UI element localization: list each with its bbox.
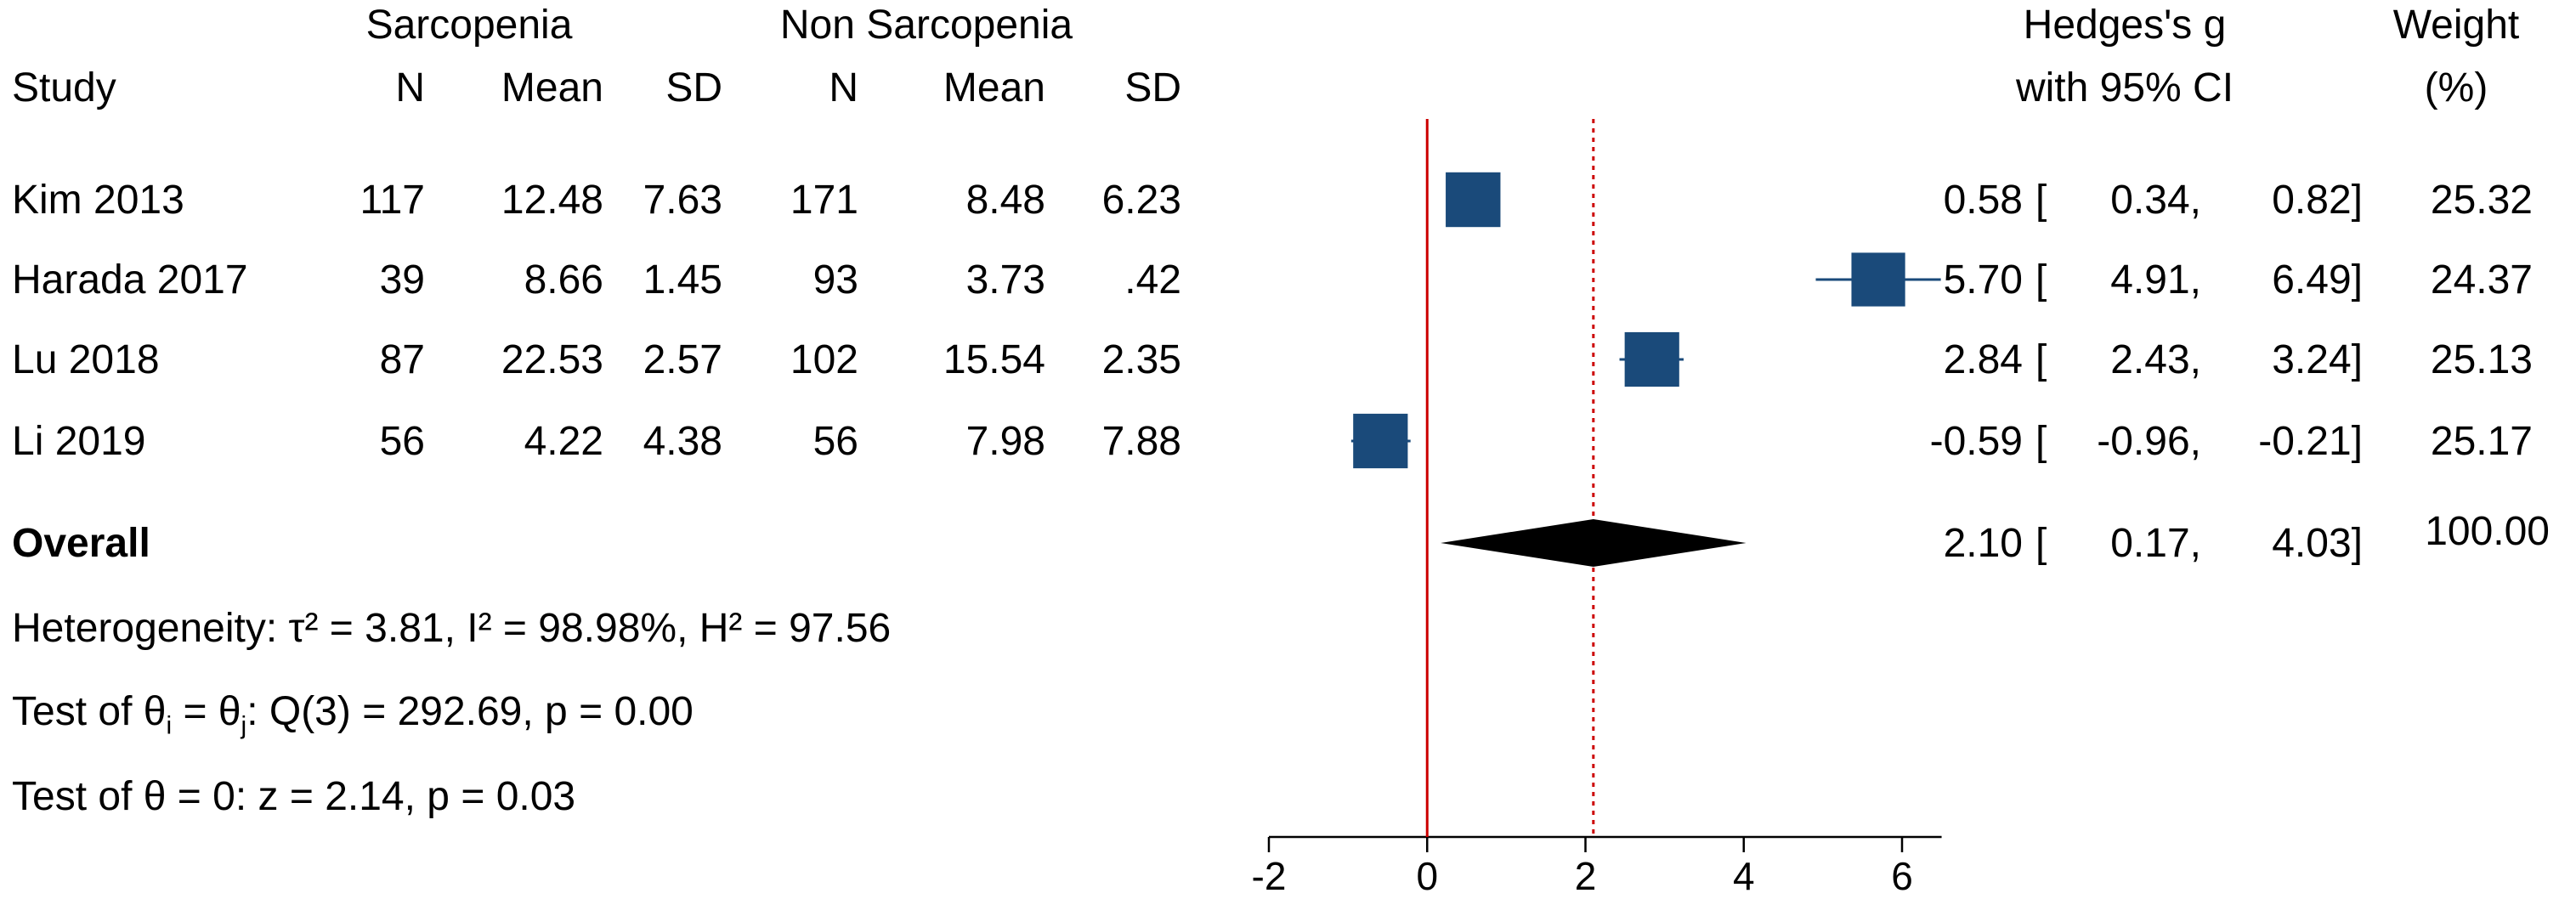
effect-header-line2: with 95% CI: [2015, 65, 2234, 110]
sd2-value: 2.35: [1101, 337, 1181, 382]
mean2-value: 7.98: [965, 419, 1045, 464]
test-ij-sub-j: j: [241, 711, 247, 740]
test-zero-stat: Test of θ = 0: z = 2.14, p = 0.03: [12, 774, 576, 819]
ci-bracket: [: [2035, 419, 2047, 464]
effect-estimate: 2.84: [1943, 337, 2023, 382]
x-tick-label: 6: [1891, 854, 1913, 898]
study-name: Harada 2017: [12, 257, 248, 302]
sd1-value: 2.57: [643, 337, 722, 382]
mean2-value: 15.54: [943, 337, 1045, 382]
study-name: Li 2019: [12, 419, 146, 464]
effect-estimate: 5.70: [1943, 257, 2023, 302]
test-ij-prefix: Test of θ: [12, 689, 167, 734]
x-tick-label: -2: [1252, 854, 1287, 898]
ci-lower: 2.43,: [2110, 337, 2201, 382]
mean1-value: 8.66: [524, 257, 603, 302]
sd1-value: 4.38: [643, 419, 722, 464]
test-ij-sub-i: i: [166, 711, 173, 740]
test-ij-suffix: : Q(3) = 292.69, p = 0.00: [246, 689, 694, 734]
weight-value: 25.32: [2430, 178, 2533, 223]
group2-header: Non Sarcopenia: [779, 3, 1073, 48]
sd1-header: SD: [665, 65, 722, 110]
study-markers: [1350, 172, 1941, 567]
overall-label: Overall: [12, 521, 150, 566]
weight-header-line1: Weight: [2392, 3, 2520, 48]
x-tick-labels: -2 0 2 4 6: [1252, 854, 1913, 898]
ci-bracket: [: [2035, 178, 2047, 223]
n1-header: N: [395, 65, 425, 110]
overall-estimate: 2.10: [1943, 521, 2023, 566]
n1-value: 56: [379, 419, 425, 464]
n2-value: 93: [812, 257, 858, 302]
overall-ci-lower: 0.17,: [2110, 521, 2201, 566]
x-tick-label: 0: [1416, 854, 1438, 898]
weight-header-line2: (%): [2424, 65, 2488, 110]
test-ij-mid: = θ: [172, 689, 241, 734]
mean2-header: Mean: [943, 65, 1045, 110]
sd2-value: .42: [1124, 257, 1181, 302]
weight-value: 25.13: [2430, 337, 2533, 382]
ci-upper: 0.82]: [2272, 178, 2363, 223]
ci-lower: 0.34,: [2110, 178, 2201, 223]
ci-bracket: [: [2035, 337, 2047, 382]
overall-weight: 100.00: [2425, 509, 2550, 554]
ci-lower: 4.91,: [2110, 257, 2201, 302]
group1-header: Sarcopenia: [365, 3, 573, 48]
test-homogeneity-stat: Test of θi = θj: Q(3) = 292.69, p = 0.00: [12, 692, 694, 739]
n1-value: 117: [360, 178, 425, 223]
reference-lines: [1425, 119, 1595, 837]
sd2-value: 7.88: [1101, 419, 1181, 464]
effect-header-line1: Hedges's g: [2023, 3, 2227, 48]
x-tick-label: 4: [1733, 854, 1755, 898]
study-name: Lu 2018: [12, 337, 160, 382]
weight-value: 25.17: [2430, 419, 2533, 464]
sd2-header: SD: [1124, 65, 1181, 110]
mean1-value: 22.53: [501, 337, 603, 382]
sd2-value: 6.23: [1101, 178, 1181, 223]
effect-marker: [1624, 331, 1679, 387]
ci-upper: 6.49]: [2272, 257, 2363, 302]
n1-value: 87: [379, 337, 425, 382]
mean1-value: 12.48: [501, 178, 603, 223]
ci-upper: -0.21]: [2258, 419, 2363, 464]
ci-bracket: [: [2035, 257, 2047, 302]
n2-value: 171: [790, 178, 858, 223]
effect-estimate: -0.59: [1929, 419, 2023, 464]
effect-marker: [1353, 413, 1408, 469]
n2-value: 102: [790, 337, 858, 382]
ci-lower: -0.96,: [2097, 419, 2201, 464]
x-axis: [1267, 835, 1942, 852]
effect-marker: [1851, 252, 1905, 307]
heterogeneity-stat: Heterogeneity: τ² = 3.81, I² = 98.98%, H…: [12, 606, 892, 651]
overall-ci-upper: 4.03]: [2272, 521, 2363, 566]
ci-bracket: [: [2035, 521, 2047, 566]
sd1-value: 1.45: [643, 257, 722, 302]
ci-upper: 3.24]: [2272, 337, 2363, 382]
x-tick-label: 2: [1575, 854, 1597, 898]
study-header: Study: [12, 65, 116, 110]
n1-value: 39: [379, 257, 425, 302]
n2-header: N: [829, 65, 858, 110]
mean1-value: 4.22: [524, 419, 603, 464]
mean2-value: 3.73: [965, 257, 1045, 302]
sd1-value: 7.63: [643, 178, 722, 223]
weight-value: 24.37: [2430, 257, 2533, 302]
mean1-header: Mean: [501, 65, 603, 110]
effect-estimate: 0.58: [1943, 178, 2023, 223]
overall-diamond: [1441, 519, 1747, 567]
mean2-value: 8.48: [965, 178, 1045, 223]
n2-value: 56: [812, 419, 858, 464]
study-name: Kim 2013: [12, 178, 184, 223]
effect-marker: [1446, 172, 1501, 228]
